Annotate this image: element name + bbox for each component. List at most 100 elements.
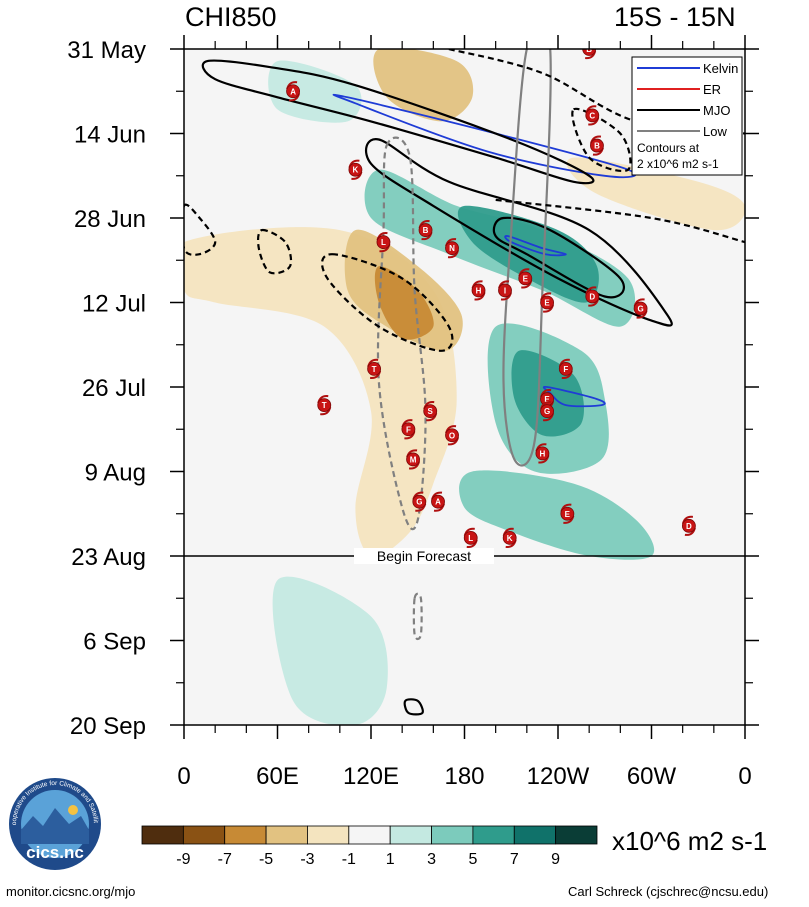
- storm-letter: B: [586, 45, 592, 54]
- storm-circle: [376, 235, 391, 250]
- colorbar-tick-label: -1: [342, 851, 356, 868]
- colorbar-cell: [182, 825, 226, 845]
- storm-circle: [367, 361, 382, 376]
- colorbar-cell: [431, 825, 474, 845]
- storm-marker: E: [560, 503, 575, 524]
- storm-marker: N: [445, 238, 460, 259]
- storm-marker: H: [471, 280, 486, 301]
- footer-url: monitor.cicsnc.org/mjo: [6, 884, 136, 899]
- kelvin-contour: [542, 385, 606, 408]
- storm-marker: A: [431, 491, 445, 512]
- storm-marker: E: [540, 292, 555, 313]
- y-tick-label: 26 Jul: [82, 375, 146, 402]
- storm-letter: C: [589, 111, 595, 120]
- storm-marker: K: [502, 527, 517, 549]
- colorbar-tick-label: -5: [259, 851, 273, 868]
- storm-circle: [423, 404, 438, 419]
- colorbar-tick-label: 5: [468, 851, 477, 868]
- mjo-contour: [403, 698, 424, 716]
- storm-marker: B: [582, 45, 597, 60]
- mjo-contour: [364, 138, 673, 327]
- x-tick-label: 180: [444, 763, 484, 790]
- storm-circle: [401, 422, 416, 437]
- storm-letter: T: [322, 401, 327, 410]
- mjo-contour: [256, 228, 293, 275]
- legend-label: ER: [703, 82, 721, 97]
- footer-credit: Carl Schreck (cjschrec@ncsu.edu): [568, 884, 769, 899]
- mjo-contour: [495, 198, 745, 244]
- logo-mountains: [21, 808, 89, 844]
- storm-marker: G: [633, 298, 648, 319]
- legend-note: Contours at: [637, 141, 700, 155]
- storm-circle: [286, 84, 300, 99]
- colorbar-cell: [265, 825, 308, 845]
- storm-marker: T: [367, 358, 382, 380]
- storm-marker: I: [498, 280, 512, 301]
- forecast-label: Begin Forecast: [377, 548, 471, 564]
- anomaly-fields: [184, 49, 745, 725]
- y-tick-label: 14 Jun: [74, 122, 146, 149]
- colorbar: -9 -7 -5 -3 -1 1 3 5 7 9: [141, 825, 598, 868]
- storm-marker: G: [412, 491, 427, 512]
- colorbar-cell: [472, 825, 515, 845]
- x-tick-label: 60W: [627, 763, 677, 790]
- storm-marker: H: [535, 443, 550, 464]
- y-tick-label: 23 Aug: [71, 544, 146, 571]
- storm-circle: [445, 428, 459, 443]
- storm-marker: A: [286, 81, 301, 102]
- storm-circle: [463, 530, 478, 545]
- storm-letter: E: [544, 299, 550, 308]
- storm-circle: [585, 108, 600, 123]
- negative-anomaly-region: [373, 49, 474, 122]
- storm-circle: [682, 518, 696, 533]
- storm-circle: [502, 530, 517, 545]
- negative-anomaly-region: [566, 157, 745, 231]
- storm-letter: A: [435, 498, 441, 507]
- storm-letter: K: [353, 166, 359, 175]
- y-tick-label: 12 Jul: [82, 291, 146, 318]
- colorbar-tick-label: -7: [218, 851, 232, 868]
- storm-letter: H: [540, 449, 546, 458]
- storm-circle: [633, 301, 648, 316]
- storm-circle: [498, 283, 512, 298]
- storm-letter: G: [416, 498, 422, 507]
- storm-letter: E: [523, 274, 529, 283]
- storm-letter: D: [589, 292, 595, 301]
- storm-letter: E: [544, 395, 550, 404]
- positive-anomaly-region: [272, 576, 388, 725]
- colorbar-tick-label: -9: [176, 851, 190, 868]
- storm-circle: [471, 283, 486, 298]
- mjo-contour: [184, 203, 217, 256]
- storm-circle: [590, 138, 604, 153]
- low-contour: [502, 49, 552, 467]
- x-tick-label: 0: [177, 763, 190, 790]
- chart-subtitle: 15S - 15N: [614, 2, 736, 32]
- forecast-label-background: [354, 548, 494, 564]
- storm-marker: S: [423, 401, 438, 422]
- storm-letter: M: [410, 455, 417, 464]
- storm-circle: [418, 223, 433, 237]
- y-tick-label: 28 Jun: [74, 206, 146, 233]
- storm-letter: B: [594, 142, 600, 151]
- storm-marker: B: [418, 219, 433, 241]
- storm-circle: [518, 271, 533, 286]
- storm-letter: A: [290, 87, 296, 96]
- storm-letter: S: [428, 407, 434, 416]
- colorbar-tick-label: 3: [427, 851, 436, 868]
- mjo-contour: [492, 216, 625, 299]
- kelvin-contour: [332, 93, 637, 179]
- storm-marker: K: [348, 159, 363, 180]
- colorbar-tick-label: 1: [386, 851, 395, 868]
- storm-letter: D: [686, 522, 692, 531]
- storm-marker: E: [518, 268, 533, 289]
- storm-marker: T: [317, 394, 332, 416]
- mjo-contour: [201, 59, 595, 185]
- storm-letter: B: [423, 226, 429, 235]
- storm-letter: L: [468, 534, 473, 543]
- storm-circle: [445, 241, 459, 256]
- storm-letter: G: [637, 305, 643, 314]
- storm-marker: D: [681, 515, 696, 536]
- storm-circle: [535, 446, 550, 461]
